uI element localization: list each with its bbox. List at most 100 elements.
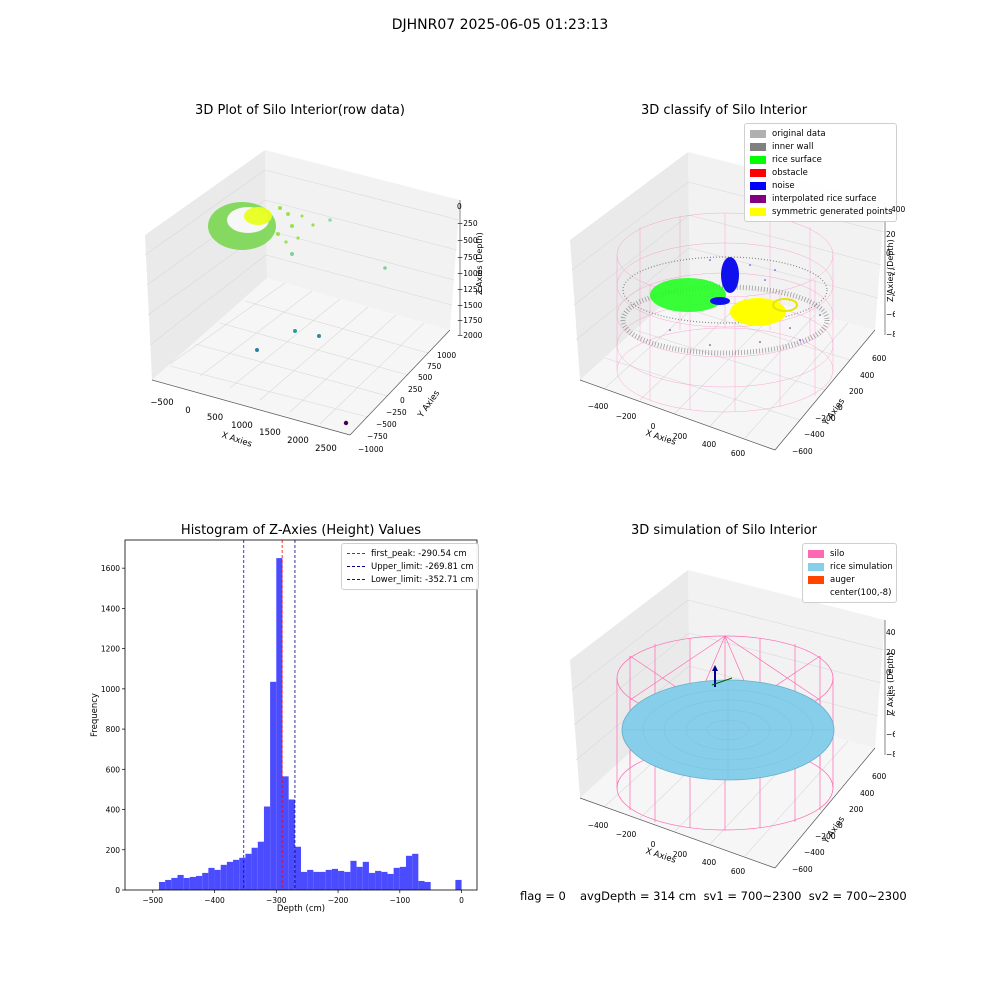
panel1-title: 3D Plot of Silo Interior(row data) (195, 103, 405, 118)
p2-ylabel: Y Axies (821, 396, 848, 428)
legend-swatch (750, 181, 766, 190)
panel2-rice-surface (650, 278, 726, 312)
p1-ytick-1: 750 (427, 362, 442, 371)
legend-swatch (808, 549, 824, 558)
legend-swatch (808, 575, 824, 584)
p4-ztick-1: 200 (886, 648, 895, 657)
p4-ztick-4: −400 (886, 710, 895, 719)
histogram-bar (202, 872, 209, 890)
p1-ztick-8: −2000 (457, 331, 483, 340)
legend-label: rice surface (772, 154, 822, 165)
p2-xtick-5: 600 (731, 449, 746, 458)
panel4-auger (711, 665, 733, 687)
y-tick-label: 1000 (101, 685, 120, 694)
p2-ytick-2: 200 (849, 387, 864, 396)
p2-ytick-6: −600 (792, 447, 813, 456)
panel4-rice-mesh (622, 680, 834, 780)
histogram-bar (158, 881, 166, 890)
histogram-bar (276, 558, 283, 890)
panel2-noise-cluster (721, 257, 739, 293)
histogram-threshold-lines (243, 540, 296, 890)
p2-ytick-5: −400 (804, 430, 825, 439)
histogram-y-ticks: 0 200 400 600 800 1000 1200 1400 1600 (101, 564, 125, 895)
panel4-title: 3D simulation of Silo Interior (631, 523, 817, 538)
y-tick-label: 1200 (101, 645, 120, 654)
legend-label: auger (830, 574, 855, 585)
p1-zlabel: Z Axies (Depth) (475, 232, 484, 295)
legend-swatch (750, 194, 766, 203)
histogram-bar (214, 869, 221, 890)
p1-ytick-5: −250 (386, 408, 407, 417)
p2-ytick-3: 0 (838, 403, 843, 412)
x-tick-label: −100 (390, 896, 411, 905)
histogram-bar (270, 681, 277, 890)
panel3-legend: first_peak: -290.54 cm Upper_limit: -269… (341, 543, 479, 590)
panel1-axis-lines (151, 200, 461, 436)
histogram-bar (455, 879, 462, 890)
y-tick-label: 0 (115, 886, 120, 895)
legend-interpolated: interpolated rice surface (750, 192, 891, 205)
legend-swatch (750, 142, 766, 151)
legend-swatch (750, 155, 766, 164)
histogram-bar (183, 877, 190, 890)
legend-lower-limit: Lower_limit: -352.71 cm (347, 573, 473, 586)
y-tick-label: 200 (106, 846, 121, 855)
histogram-bar (251, 847, 258, 890)
panel1-outlier-points (255, 218, 387, 426)
histogram-bar (307, 869, 314, 890)
hist-ylabel: Frequency (90, 693, 100, 737)
panel2-legend: original data inner wall rice surface ob… (744, 123, 897, 222)
legend-label: first_peak: -290.54 cm (371, 548, 467, 559)
histogram-bar (387, 873, 394, 890)
panel1-grid (144, 169, 460, 425)
p1-ytick-3: 250 (408, 385, 423, 394)
p2-xtick-3: 200 (673, 432, 688, 441)
legend-line (347, 579, 365, 580)
p1-ztick-5: −1250 (457, 285, 483, 294)
histogram-bar (245, 853, 252, 890)
legend-silo: silo (808, 547, 891, 560)
histogram-x-ticks: −500 −400 −300 −200 −100 0 (142, 890, 464, 905)
panel2-symmetric-points (730, 298, 786, 326)
legend-label: original data (772, 128, 826, 139)
panel2-inner-wall (620, 256, 830, 356)
p2-ztick-0: 200 (886, 230, 895, 239)
panel4-z-ticks: 400 200 0 −200 −400 −600 −800 (886, 628, 895, 759)
p2-ztick-5: −800 (886, 330, 895, 339)
p4-ztick-6: −800 (886, 750, 895, 759)
histogram-bar (418, 880, 425, 890)
histogram-bar (362, 861, 369, 890)
legend-swatch (750, 207, 766, 216)
p2-ztick-top: 400 (891, 205, 906, 214)
panel2-noise-strip (710, 297, 730, 305)
legend-label: center(100,-8) (830, 587, 892, 598)
p1-xtick-2: 500 (207, 413, 223, 423)
panel4-3d-axes: −400 −200 0 200 400 600 X Axies 600 400 … (570, 570, 895, 876)
p1-xtick-3: 1000 (231, 421, 253, 431)
p4-ztick-5: −600 (886, 730, 895, 739)
x-tick-label: −300 (266, 896, 287, 905)
histogram-bar (412, 853, 419, 890)
histogram-bar (196, 875, 203, 890)
p2-xtick-4: 400 (702, 440, 717, 449)
panel2-y-ticks: 600 400 200 0 −200 −400 −600 (792, 354, 887, 456)
p4-zlabel: Z Axies (Depth) (886, 652, 895, 715)
p4-xtick-5: 600 (731, 867, 746, 876)
histogram-bar (338, 870, 345, 890)
x-tick-label: 0 (459, 896, 464, 905)
legend-upper-limit: Upper_limit: -269.81 cm (347, 560, 474, 573)
legend-label: obstacle (772, 167, 808, 178)
panel1-raw-scatter (276, 206, 304, 244)
figure-title: DJHNR07 2025-06-05 01:23:13 (391, 17, 609, 33)
legend-noise: noise (750, 179, 891, 192)
legend-label: noise (772, 180, 795, 191)
histogram-bar (220, 864, 227, 890)
p2-xtick-0: −400 (588, 402, 609, 411)
p2-ztick-1: 0 (886, 249, 891, 258)
p1-xtick-6: 2500 (315, 444, 337, 454)
histogram-bar (294, 846, 301, 890)
p1-ytick-2: 500 (418, 373, 433, 382)
p4-ytick-0: 600 (872, 772, 887, 781)
histogram-frame (124, 539, 478, 891)
x-tick-label: −500 (142, 896, 163, 905)
